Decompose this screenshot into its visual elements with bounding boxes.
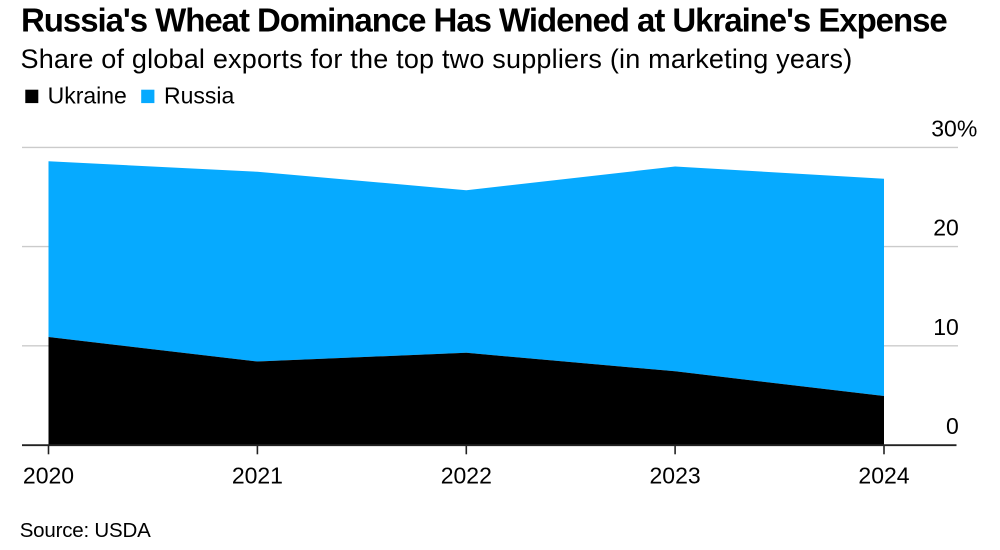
svg-text:10: 10 (933, 314, 959, 340)
svg-text:2020: 2020 (23, 463, 74, 489)
svg-text:Russia: Russia (164, 83, 235, 109)
svg-text:Share of global exports for th: Share of global exports for the top two … (21, 44, 853, 74)
svg-text:2022: 2022 (441, 463, 492, 489)
svg-text:30%: 30% (931, 116, 977, 142)
svg-text:2021: 2021 (232, 463, 283, 489)
svg-text:2023: 2023 (650, 463, 701, 489)
svg-text:Ukraine: Ukraine (48, 83, 127, 109)
svg-text:0: 0 (946, 413, 959, 439)
svg-text:2024: 2024 (858, 463, 909, 489)
svg-text:Russia's Wheat Dominance Has W: Russia's Wheat Dominance Has Widened at … (21, 1, 947, 38)
svg-text:20: 20 (933, 215, 959, 241)
svg-text:Source: USDA: Source: USDA (20, 519, 151, 542)
